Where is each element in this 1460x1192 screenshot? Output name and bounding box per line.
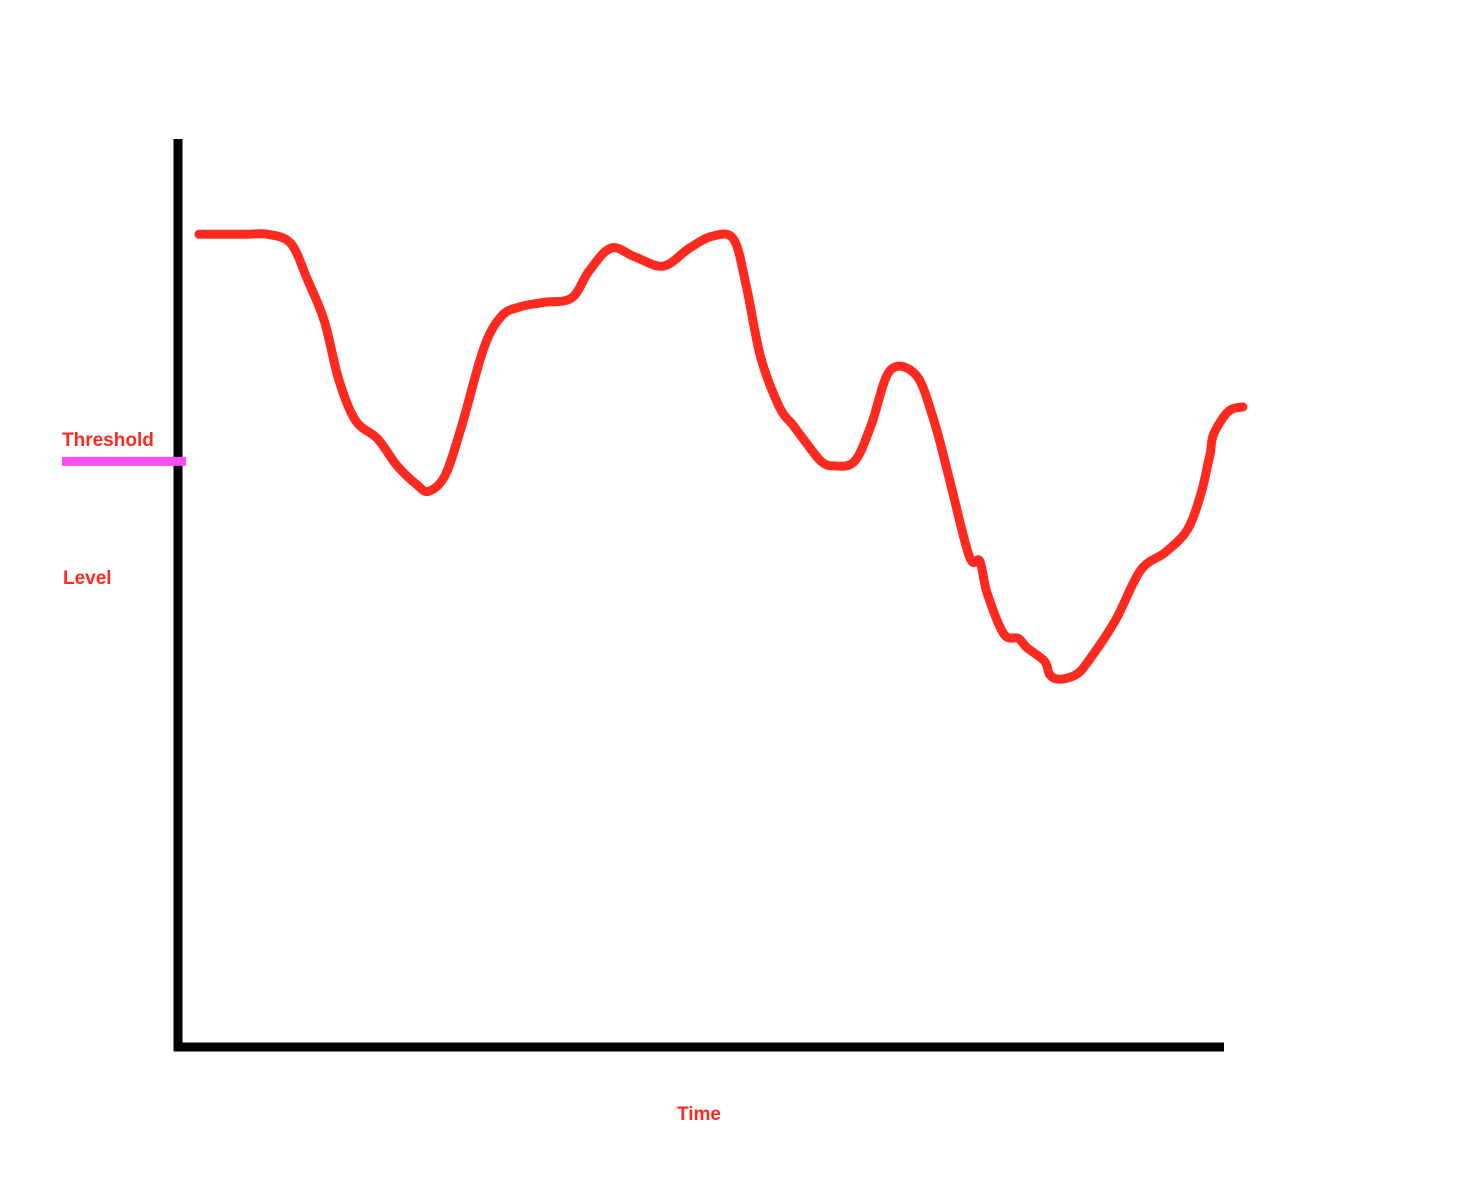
- y-axis-label: Level: [63, 568, 112, 589]
- threshold-label: Threshold: [62, 430, 154, 451]
- x-axis-label: Time: [677, 1104, 721, 1125]
- data-points: [197, 232, 1245, 681]
- series-line: [194, 229, 1248, 684]
